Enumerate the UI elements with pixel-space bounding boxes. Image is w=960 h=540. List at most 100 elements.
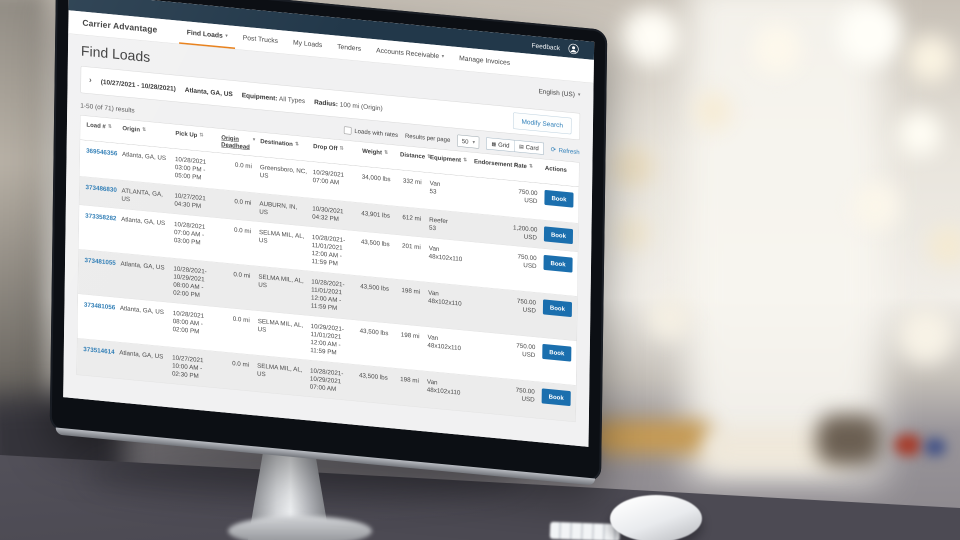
sort-icon: ⇅ bbox=[339, 145, 344, 152]
load-number-link[interactable]: 373481055 bbox=[84, 256, 116, 267]
equipment-cell: Van 48x102x110 bbox=[427, 289, 462, 308]
nav-item-post-trucks[interactable]: Post Trucks ▾ bbox=[242, 33, 279, 45]
destination-cell: AUBURN, IN, US bbox=[259, 199, 298, 216]
bokeh-light bbox=[928, 226, 960, 266]
carrier-advantage-app: Feedback Carrier Advantage Find Loads ▾ … bbox=[63, 0, 595, 447]
book-button[interactable]: Book bbox=[541, 388, 571, 407]
mouse bbox=[610, 495, 702, 540]
column-header-rate[interactable]: Rate ⇅ ▾ bbox=[513, 161, 534, 170]
pickup-cell: 10/27/2021 04:30 PM bbox=[174, 191, 206, 210]
results-count: 1-50 (of 71) results bbox=[80, 101, 135, 114]
card-view-button[interactable]: ▤ Card bbox=[514, 139, 544, 155]
per-page-select[interactable]: 50 ▾ bbox=[457, 134, 480, 149]
weight-cell: 43,901 lbs bbox=[361, 209, 391, 220]
dropoff-cell: 10/28/2021- 11/01/2021 12:00 AM - 11:59 … bbox=[311, 233, 346, 267]
sort-icon: ⇅ bbox=[383, 149, 389, 156]
summary-origin: Atlanta, GA, US bbox=[184, 85, 233, 98]
weight-cell: 34,000 lbs bbox=[361, 173, 391, 183]
brand-logo[interactable]: Carrier Advantage bbox=[82, 18, 158, 35]
card-icon: ▤ bbox=[518, 143, 524, 150]
rate-cell: 1,200.00 USD bbox=[513, 223, 538, 242]
grid-view-button[interactable]: ▦ Grid bbox=[486, 137, 515, 152]
modify-search-button[interactable]: Modify Search bbox=[512, 112, 572, 135]
load-number-link[interactable]: 373514614 bbox=[83, 345, 115, 356]
deadhead-cell: 0.0 mi bbox=[232, 315, 250, 324]
column-header-load[interactable]: Load # ⇅ ▾ bbox=[86, 121, 112, 130]
destination-cell: SELMA MIL, AL, US bbox=[257, 317, 304, 334]
chevron-down-icon: ▾ bbox=[472, 139, 476, 146]
shelf-blur bbox=[816, 414, 882, 466]
bokeh-light bbox=[838, 2, 902, 66]
page-title: Find Loads bbox=[80, 42, 151, 65]
pickup-cell: 10/28/2021 03:00 PM - 05:00 PM bbox=[174, 155, 207, 181]
load-number-link[interactable]: 369546356 bbox=[86, 147, 118, 158]
expand-chevron-icon[interactable]: › bbox=[89, 75, 92, 85]
chevron-down-icon: ▾ bbox=[225, 33, 228, 39]
destination-cell: SELMA MIL, AL, US bbox=[256, 361, 303, 378]
weight-cell: 43,500 lbs bbox=[360, 238, 390, 248]
book-button[interactable]: Book bbox=[542, 299, 573, 318]
nav-item-tenders[interactable]: Tenders ▾ bbox=[337, 42, 362, 53]
origin-cell: Atlanta, GA, US bbox=[119, 348, 164, 361]
shelf-blur bbox=[588, 420, 714, 454]
book-button[interactable]: Book bbox=[543, 254, 573, 273]
weight-cell: 43,500 lbs bbox=[360, 282, 390, 293]
origin-cell: Atlanta, GA, US bbox=[119, 304, 165, 316]
distance-cell: 612 mi bbox=[402, 213, 422, 223]
summary-radius: Radius: 100 mi (Origin) bbox=[314, 97, 383, 112]
rate-cell: 750.00 USD bbox=[515, 386, 535, 404]
chevron-down-icon: ▾ bbox=[252, 136, 256, 143]
dropoff-cell: 10/28/2021- 10/29/2021 07:00 AM bbox=[309, 366, 344, 393]
nav-item-manage-invoices[interactable]: Manage Invoices ▾ bbox=[459, 54, 511, 67]
nav-item-my-loads[interactable]: My Loads ▾ bbox=[292, 38, 323, 49]
column-header-pick-up[interactable]: Pick Up ⇅ ▾ bbox=[175, 129, 204, 139]
book-button[interactable]: Book bbox=[544, 189, 574, 208]
column-header-equipment[interactable]: Equipment ⇅ ▾ bbox=[429, 153, 468, 164]
sort-icon: ⇅ bbox=[107, 123, 112, 130]
book-button[interactable]: Book bbox=[543, 226, 574, 245]
table-body: 369546356 Atlanta, GA, US 10/28/2021 03:… bbox=[76, 139, 579, 423]
grid-icon: ▦ bbox=[491, 141, 497, 148]
dropoff-cell: 10/28/2021- 11/01/2021 12:00 AM - 11:59 … bbox=[310, 277, 345, 312]
refresh-button[interactable]: ⟳ Refresh bbox=[550, 145, 580, 156]
destination-cell: Greensboro, NC, US bbox=[259, 163, 308, 180]
origin-cell: ATLANTA, GA, US bbox=[121, 186, 163, 203]
load-number-link[interactable]: 373481056 bbox=[83, 301, 116, 311]
pickup-cell: 10/28/2021 07:00 AM - 03:00 PM bbox=[173, 220, 206, 246]
column-header-distance[interactable]: Distance ⇅ ▾ bbox=[400, 150, 432, 161]
bokeh-light bbox=[616, 216, 650, 250]
per-page-label: Results per page bbox=[404, 132, 451, 144]
origin-cell: Atlanta, GA, US bbox=[122, 150, 167, 162]
sort-icon: ⇅ bbox=[528, 163, 534, 170]
language-label: English (US) bbox=[538, 87, 575, 99]
red-object-blur bbox=[894, 434, 922, 456]
feedback-link[interactable]: Feedback bbox=[531, 41, 561, 52]
deadhead-cell: 0.0 mi bbox=[234, 161, 252, 170]
load-number-link[interactable]: 373486830 bbox=[85, 183, 117, 194]
endorsement-cell bbox=[472, 242, 513, 290]
nav-item-find-loads[interactable]: Find Loads ▾ bbox=[179, 20, 236, 49]
column-header-actions[interactable]: Actions ⇅ ▾ bbox=[544, 164, 567, 174]
distance-cell: 198 mi bbox=[400, 330, 420, 340]
equipment-cell: Van 53 bbox=[429, 179, 441, 196]
bokeh-light bbox=[622, 8, 680, 66]
user-avatar-icon[interactable] bbox=[568, 43, 579, 55]
rate-cell: 750.00 USD bbox=[516, 341, 536, 359]
monitor-stand-base bbox=[228, 516, 372, 540]
language-selector[interactable]: English (US) ▾ bbox=[538, 87, 580, 98]
column-header-origin-deadhead[interactable]: Origin Deadhead ⇅ ▾ bbox=[221, 133, 256, 151]
rate-cell: 750.00 USD bbox=[516, 297, 537, 315]
equipment-cell: Reefer 53 bbox=[429, 216, 448, 232]
monitor: Feedback Carrier Advantage Find Loads ▾ … bbox=[49, 0, 608, 483]
keyboard bbox=[549, 521, 621, 540]
dropoff-cell: 10/29/2021- 11/01/2021 12:00 AM - 11:59 … bbox=[310, 322, 345, 356]
column-header-endorsement[interactable]: Endorsement ⇅ ▾ bbox=[473, 157, 519, 169]
loads-with-rates-checkbox[interactable]: Loads with rates bbox=[343, 126, 398, 139]
bokeh-light bbox=[612, 146, 654, 188]
chevron-down-icon: ▾ bbox=[441, 53, 445, 60]
column-header-weight[interactable]: Weight ⇅ ▾ bbox=[362, 147, 389, 156]
book-button[interactable]: Book bbox=[542, 343, 572, 362]
distance-cell: 332 mi bbox=[402, 177, 422, 186]
load-number-link[interactable]: 373358282 bbox=[85, 212, 117, 222]
